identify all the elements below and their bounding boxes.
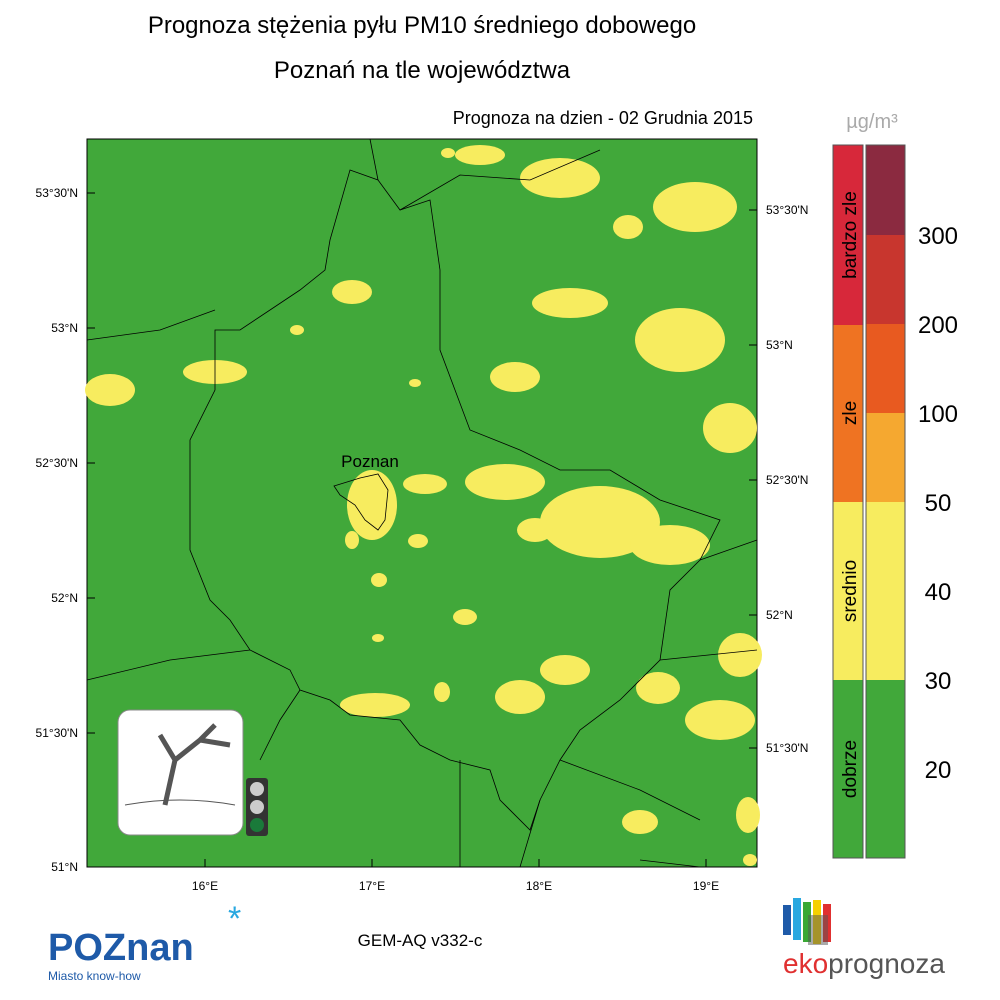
category-label: dobrze xyxy=(840,740,861,798)
lat-tick-label: 51°N xyxy=(51,860,78,874)
model: GEM-AQ v332-c xyxy=(358,931,483,950)
lat-tick-label: 52°N xyxy=(766,608,793,622)
lat-tick-label: 53°N xyxy=(51,321,78,335)
logo-bars xyxy=(783,898,831,945)
logo-right: ekoprognoza xyxy=(783,948,945,979)
level-label: 40 xyxy=(925,579,952,606)
lat-tick-label: 53°N xyxy=(766,338,793,352)
level-label: 300 xyxy=(918,223,958,250)
level-label: 200 xyxy=(918,312,958,339)
colorbar: µg/m³ xyxy=(832,111,906,859)
lat-tick-label: 52°30'N xyxy=(36,456,78,470)
lat-tick-label: 51°30'N xyxy=(766,741,808,755)
level-label: 30 xyxy=(925,668,952,695)
lat-tick-label: 53°30'N xyxy=(36,186,78,200)
logo-prognoza: prognoza xyxy=(828,948,945,979)
unit: µg/m³ xyxy=(846,111,898,133)
subtitle: Poznań na tle województwa xyxy=(274,57,571,84)
level-label: 50 xyxy=(925,490,952,517)
lat-tick-label: 52°N xyxy=(51,591,78,605)
icon-tree xyxy=(117,709,244,836)
legend: bardzo zle zle srednio dobrze 300 200 100 50 40 3… xyxy=(840,191,958,798)
lon-tick-label: 16°E xyxy=(192,879,218,893)
logo-star: * xyxy=(228,900,241,938)
title: Prognoza stężenia pyłu PM10 średniego do… xyxy=(148,12,696,39)
category-label: bardzo zle xyxy=(840,191,861,279)
lat-tick-label: 51°30'N xyxy=(36,726,78,740)
category-label: srednio xyxy=(840,560,861,622)
logo-tagline: Miasto know-how xyxy=(48,969,141,983)
lon-tick-label: 17°E xyxy=(359,879,385,893)
category-label: zle xyxy=(840,401,861,425)
logo-eko: eko xyxy=(783,948,828,979)
level-label: 100 xyxy=(918,401,958,428)
icon-traffic-light xyxy=(246,778,268,836)
ticks: 53°30'N 53°N 52°30'N 52°N 51°30'N 51°N 53°30'N… xyxy=(36,186,809,893)
level-label: 20 xyxy=(925,757,952,784)
city-label: Poznan xyxy=(341,452,399,471)
lat-tick-label: 52°30'N xyxy=(766,473,808,487)
lon-tick-label: 18°E xyxy=(526,879,552,893)
lat-tick-label: 53°30'N xyxy=(766,203,808,217)
date: Prognoza na dzien - 02 Grudnia 2015 xyxy=(453,108,753,128)
logo-left: POZnan xyxy=(48,927,194,969)
lon-tick-label: 19°E xyxy=(693,879,719,893)
